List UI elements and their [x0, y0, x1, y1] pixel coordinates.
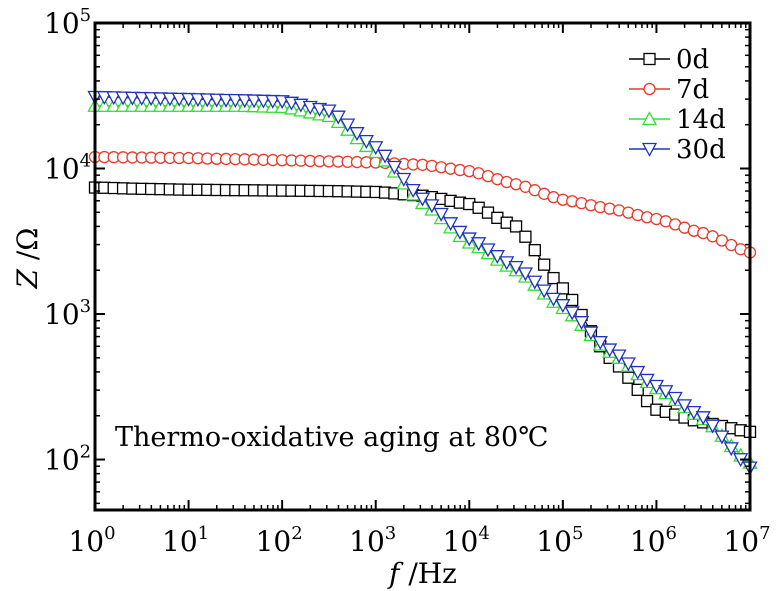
data-point [433, 207, 449, 222]
data-point [106, 91, 122, 106]
data-point [723, 442, 739, 457]
data-points [87, 90, 758, 476]
data-point [592, 336, 608, 351]
y-axis-title-var: Z [11, 269, 44, 290]
data-point [528, 244, 541, 257]
data-point [115, 91, 131, 106]
y-axis-title-unit: /Ω [11, 227, 44, 269]
data-point [143, 92, 159, 107]
x-tick-label: 105 [536, 523, 583, 558]
series-7d [88, 150, 757, 259]
plot-frame [93, 21, 752, 512]
data-point [124, 91, 141, 106]
data-point [620, 357, 636, 372]
data-point [377, 149, 393, 164]
data-point [218, 93, 234, 108]
data-point [480, 243, 496, 258]
data-point [96, 97, 112, 112]
data-point [695, 411, 711, 426]
x-axis-title-unit: /Hz [399, 557, 457, 590]
data-point [246, 94, 262, 109]
data-point [667, 391, 683, 406]
legend-marker [641, 142, 658, 157]
data-point [199, 93, 215, 108]
legend-label: 0d [676, 45, 709, 75]
series-30d [87, 90, 758, 476]
data-point [714, 430, 730, 445]
data-point [564, 306, 580, 321]
data-point [227, 93, 243, 109]
data-point [556, 282, 570, 295]
data-point [630, 365, 646, 380]
x-tick-label: 100 [68, 523, 115, 558]
data-point [405, 184, 421, 199]
legend-marker [643, 52, 656, 66]
legend-entry-7d: 7d [629, 75, 709, 105]
data-point [96, 91, 112, 106]
data-point [555, 299, 571, 314]
data-point [340, 118, 356, 133]
data-point [517, 267, 534, 282]
x-tick-label: 106 [630, 523, 677, 558]
data-point [368, 141, 384, 156]
legend-entry-14d: 14d [629, 105, 726, 135]
data-point [676, 399, 693, 414]
legend-entry-30d: 30d [629, 135, 726, 165]
data-point [583, 326, 599, 341]
data-point [330, 110, 346, 125]
x-tick-label: 102 [256, 523, 303, 558]
data-point [640, 394, 654, 408]
x-tick-label: 103 [349, 523, 396, 558]
data-point [237, 94, 253, 109]
data-point [190, 93, 206, 108]
legend-label: 14d [676, 105, 726, 135]
legend-label: 30d [676, 135, 726, 165]
x-tick-label: 101 [162, 523, 209, 558]
data-point [424, 199, 440, 214]
data-point [171, 92, 187, 107]
data-point [527, 275, 543, 290]
y-tick-label: 103 [44, 296, 91, 331]
data-point [611, 349, 627, 364]
y-axis-title: Z /Ω [11, 227, 44, 289]
data-point [349, 127, 365, 142]
annotation-text: Thermo-oxidative aging at 80℃ [115, 422, 548, 453]
data-point [396, 172, 412, 187]
y-tick-label: 104 [44, 151, 91, 186]
data-point [536, 284, 552, 299]
data-point [134, 91, 150, 106]
data-point [442, 217, 459, 232]
y-tick-label: 105 [44, 5, 91, 40]
y-tick-label: 102 [44, 442, 91, 477]
legend-label: 7d [676, 75, 709, 105]
data-point [209, 93, 225, 108]
axes: 100 101 102 103 104 105 106 107 102 103 104 105 [44, 5, 771, 558]
data-point [537, 258, 551, 271]
data-point [704, 419, 721, 434]
x-tick-label: 104 [443, 523, 490, 558]
legend-entry-0d: 0d [629, 45, 709, 75]
data-point [386, 160, 403, 175]
data-point [573, 316, 590, 331]
data-point [519, 230, 532, 243]
x-axis-title: f /Hz [387, 557, 457, 590]
data-point [547, 271, 560, 285]
data-point [658, 385, 674, 400]
data-point [152, 92, 169, 107]
data-point [509, 220, 523, 233]
data-point [162, 92, 178, 107]
data-point [631, 383, 644, 396]
data-point [180, 92, 197, 107]
legend-marker [641, 111, 658, 126]
data-point [265, 94, 281, 109]
data-point [255, 94, 272, 109]
legend-marker [643, 82, 656, 96]
x-tick-label: 107 [723, 523, 770, 558]
